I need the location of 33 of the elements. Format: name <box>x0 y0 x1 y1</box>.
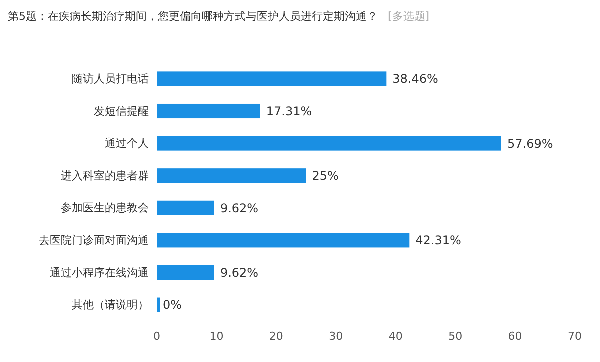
chart-title: 第5题：在疾病长期治疗期间，您更偏向哪种方式与医护人员进行定期沟通？ <box>8 10 378 23</box>
chart-subtitle: [多选题] <box>388 10 430 23</box>
x-tick-label: 70 <box>568 330 582 343</box>
y-tick-label: 通过个人 <box>105 137 149 150</box>
x-tick-label: 60 <box>508 330 522 343</box>
bar <box>157 104 260 119</box>
y-tick-label: 随访人员打电话 <box>72 72 149 86</box>
data-label: 9.62% <box>220 201 259 216</box>
bar <box>157 265 214 280</box>
y-tick-label: 去医院门诊面对面沟通 <box>39 234 149 247</box>
data-label: 38.46% <box>392 72 438 86</box>
data-label: 17.31% <box>266 104 312 118</box>
x-tick-label: 40 <box>388 330 403 343</box>
bar <box>157 233 410 248</box>
data-label: 25% <box>312 169 339 184</box>
bar <box>157 168 306 184</box>
y-tick-label: 通过小程序在线沟通 <box>50 266 149 280</box>
bar <box>157 136 502 151</box>
bar <box>157 200 214 216</box>
data-label: 57.69% <box>507 136 554 151</box>
y-tick-label: 进入科室的患者群 <box>61 169 149 182</box>
y-tick-label: 其他（请说明） <box>72 298 149 312</box>
data-label: 42.31% <box>416 234 462 248</box>
x-tick-label: 30 <box>329 330 344 343</box>
x-tick-label: 0 <box>154 330 160 343</box>
x-tick-label: 50 <box>448 330 463 343</box>
x-tick-label: 20 <box>269 330 284 343</box>
data-label: 0% <box>163 298 182 312</box>
y-tick-label: 发短信提醒 <box>94 104 149 118</box>
y-tick-label: 参加医生的患教会 <box>61 202 149 215</box>
x-tick-label: 10 <box>210 330 224 343</box>
data-label: 9.62% <box>220 266 259 280</box>
bar <box>157 72 387 86</box>
